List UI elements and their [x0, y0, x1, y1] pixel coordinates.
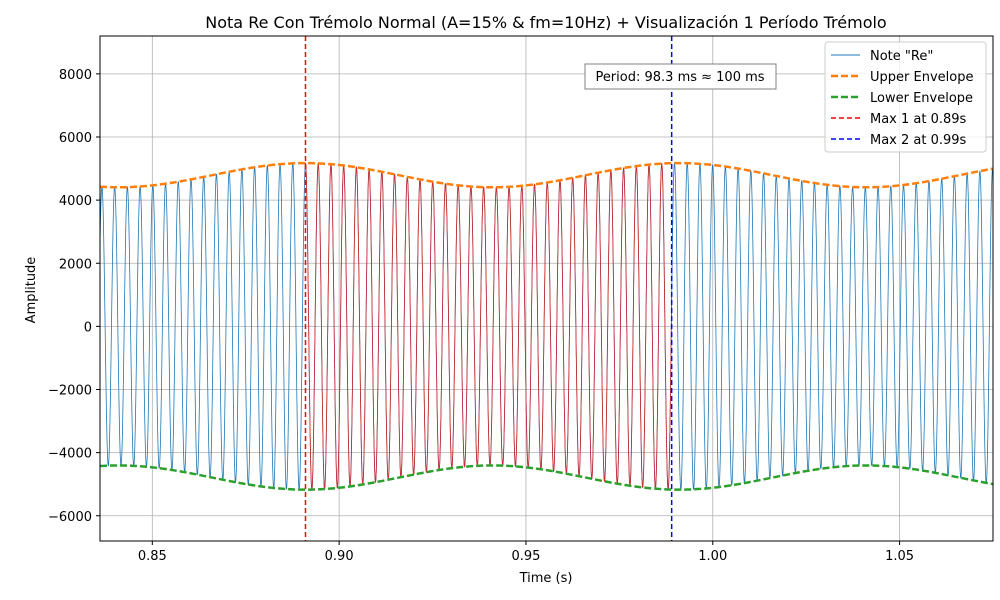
envelope-layer [100, 161, 993, 491]
period-annotation-text: Period: 98.3 ms ≈ 100 ms [595, 70, 764, 85]
legend-label-lower: Lower Envelope [870, 91, 973, 106]
lower-envelope-line [100, 464, 993, 491]
x-tick-label: 0.90 [325, 549, 354, 564]
plot-frame [99, 35, 994, 542]
y-tick-label: 8000 [59, 68, 92, 83]
legend-box [824, 41, 987, 153]
x-tick-label: 0.95 [511, 549, 540, 564]
y-tick-label: −6000 [48, 510, 92, 525]
period-annotation: Period: 98.3 ms ≈ 100 ms [584, 63, 777, 90]
y-axis-label: Amplitude [24, 257, 39, 324]
legend-label-max2: Max 2 at 0.99s [870, 133, 967, 148]
y-tick-label: −2000 [48, 384, 92, 399]
x-ticks: 0.85 0.90 0.95 1.00 1.05 [138, 541, 914, 564]
legend-label-note: Note "Re" [870, 49, 933, 64]
chart-title: Nota Re Con Trémolo Normal (A=15% & fm=1… [205, 13, 886, 32]
legend-label-max1: Max 1 at 0.89s [870, 112, 967, 127]
y-tick-label: 0 [84, 320, 92, 335]
vline-layer [304, 36, 673, 541]
y-tick-label: 4000 [59, 194, 92, 209]
y-tick-label: 6000 [59, 131, 92, 146]
x-tick-label: 0.85 [138, 549, 167, 564]
y-tick-label: −4000 [48, 447, 92, 462]
y-ticks: −6000 −4000 −2000 0 2000 4000 6000 8000 [48, 68, 100, 525]
legend: Note "Re" Upper Envelope Lower Envelope … [824, 41, 987, 153]
legend-label-upper: Upper Envelope [870, 70, 973, 85]
upper-envelope-line [100, 161, 993, 189]
x-tick-label: 1.05 [885, 549, 914, 564]
x-axis-label: Time (s) [519, 571, 573, 586]
x-tick-label: 1.00 [698, 549, 727, 564]
period-annotation-box [584, 63, 777, 90]
y-tick-label: 2000 [59, 257, 92, 272]
